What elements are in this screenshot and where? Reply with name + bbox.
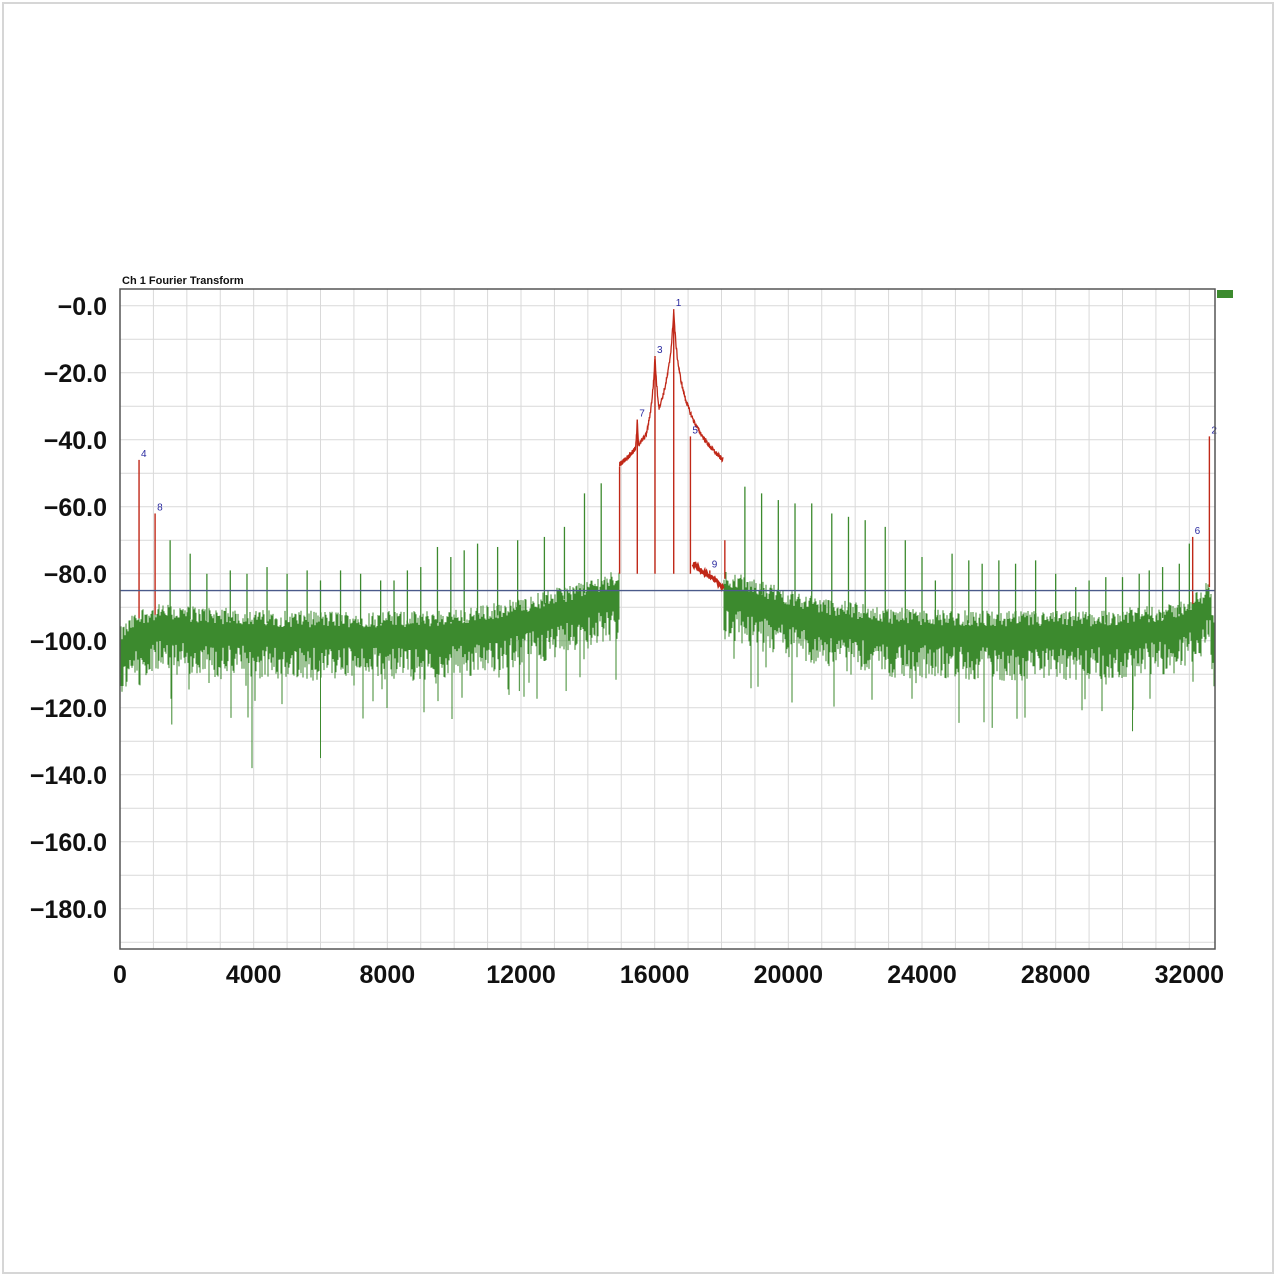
spectrum-spurs bbox=[169, 483, 1190, 625]
y-tick-label: −180.0 bbox=[30, 896, 107, 924]
peak-marker-label: 8 bbox=[157, 502, 163, 513]
y-tick-label: −120.0 bbox=[30, 695, 107, 723]
y-tick-label: −60.0 bbox=[44, 494, 107, 522]
peak-marker-label: 5 bbox=[692, 425, 698, 436]
x-tick-label: 4000 bbox=[226, 961, 282, 989]
skirt-tail bbox=[691, 561, 725, 592]
plot-frame bbox=[119, 288, 1216, 950]
x-tick-label: 20000 bbox=[754, 961, 824, 989]
chart-title: Ch 1 Fourier Transform bbox=[122, 275, 244, 287]
peak-marker-label: 6 bbox=[1195, 526, 1201, 537]
y-tick-label: −80.0 bbox=[44, 561, 107, 589]
x-tick-label: 24000 bbox=[887, 961, 957, 989]
central-skirt bbox=[618, 311, 724, 467]
y-tick-label: −100.0 bbox=[30, 628, 107, 656]
x-tick-label: 12000 bbox=[486, 961, 556, 989]
noise-trace bbox=[119, 572, 1216, 734]
y-tick-label: −40.0 bbox=[44, 427, 107, 455]
peak-marker-label: 1 bbox=[676, 298, 682, 309]
y-tick-label: −140.0 bbox=[30, 762, 107, 790]
tick-labels: −0.0 −20.0 −40.0 −60.0 −80.0 −100.0 −120.0 −140… bbox=[30, 293, 1224, 989]
peak-marker-label: 7 bbox=[639, 409, 645, 420]
x-tick-label: 32000 bbox=[1155, 961, 1225, 989]
axes bbox=[119, 288, 1216, 950]
spectrum-noise bbox=[119, 572, 1216, 769]
peak-marker-label: 9 bbox=[712, 559, 718, 570]
legend-swatch bbox=[1217, 290, 1233, 298]
x-tick-label: 28000 bbox=[1021, 961, 1091, 989]
y-tick-label: −160.0 bbox=[30, 829, 107, 857]
x-tick-label: 0 bbox=[113, 961, 127, 989]
y-tick-label: −0.0 bbox=[58, 293, 107, 321]
x-tick-label: 8000 bbox=[360, 961, 416, 989]
peak-marker-label: 4 bbox=[141, 449, 147, 460]
peak-marker-label: 3 bbox=[657, 345, 663, 356]
y-tick-label: −20.0 bbox=[44, 360, 107, 388]
x-tick-label: 16000 bbox=[620, 961, 690, 989]
